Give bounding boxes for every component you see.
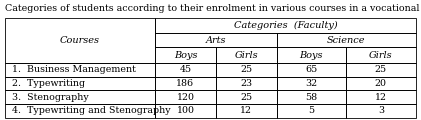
Text: 25: 25 xyxy=(240,65,252,74)
Text: 23: 23 xyxy=(240,79,252,88)
Text: Boys: Boys xyxy=(174,51,197,60)
Text: 12: 12 xyxy=(375,93,387,102)
Text: 3.  Stenography: 3. Stenography xyxy=(13,93,89,102)
Text: 12: 12 xyxy=(240,106,252,115)
Bar xyxy=(155,33,277,47)
Text: 100: 100 xyxy=(176,106,195,115)
Text: 2.  Typewriting: 2. Typewriting xyxy=(13,79,85,88)
Bar xyxy=(216,104,277,118)
Bar xyxy=(155,90,216,104)
Text: Boys: Boys xyxy=(299,51,323,60)
Text: 25: 25 xyxy=(240,93,252,102)
Bar xyxy=(155,63,216,77)
Text: Girls: Girls xyxy=(369,51,393,60)
Text: 45: 45 xyxy=(179,65,192,74)
Text: 120: 120 xyxy=(176,93,195,102)
Text: Categories of students according to their enrolment in various courses in a voca: Categories of students according to thei… xyxy=(5,4,421,13)
Bar xyxy=(155,47,216,63)
Bar xyxy=(277,77,346,90)
Bar xyxy=(5,63,155,77)
Text: Arts: Arts xyxy=(205,36,226,45)
Bar xyxy=(5,104,155,118)
Text: Science: Science xyxy=(327,36,365,45)
Bar xyxy=(5,77,155,90)
Bar xyxy=(346,90,416,104)
Text: 58: 58 xyxy=(305,93,317,102)
Text: 4.  Typewriting and Stenography: 4. Typewriting and Stenography xyxy=(13,106,171,115)
Bar xyxy=(346,104,416,118)
Bar xyxy=(277,63,346,77)
Bar xyxy=(277,104,346,118)
Bar xyxy=(346,77,416,90)
Bar xyxy=(155,104,216,118)
Text: 65: 65 xyxy=(305,65,317,74)
Bar xyxy=(216,47,277,63)
Bar xyxy=(5,18,155,63)
Text: Girls: Girls xyxy=(234,51,258,60)
Text: Courses: Courses xyxy=(60,36,100,45)
Text: 32: 32 xyxy=(305,79,317,88)
Text: Categories  (Faculty): Categories (Faculty) xyxy=(234,21,337,30)
Text: 3: 3 xyxy=(378,106,384,115)
Bar xyxy=(216,77,277,90)
Text: 186: 186 xyxy=(176,79,195,88)
Text: 1.  Business Management: 1. Business Management xyxy=(13,65,136,74)
Bar xyxy=(277,90,346,104)
Bar xyxy=(346,63,416,77)
Bar xyxy=(155,18,416,33)
Bar xyxy=(155,77,216,90)
Bar xyxy=(346,47,416,63)
Bar xyxy=(5,90,155,104)
Text: 20: 20 xyxy=(375,79,387,88)
Text: 5: 5 xyxy=(308,106,314,115)
Text: 25: 25 xyxy=(375,65,387,74)
Bar xyxy=(277,33,416,47)
Bar xyxy=(216,63,277,77)
Bar xyxy=(277,47,346,63)
Bar xyxy=(216,90,277,104)
